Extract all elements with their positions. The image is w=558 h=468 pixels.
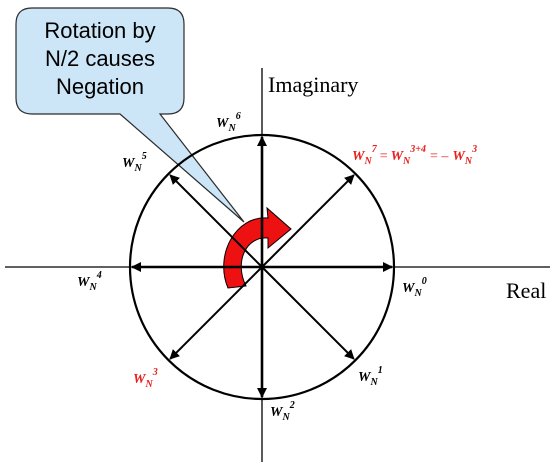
twiddle-vector-3 bbox=[169, 266, 263, 360]
twiddle-vectors bbox=[131, 136, 393, 398]
callout-shape bbox=[15, 7, 245, 223]
twiddle-vector-7 bbox=[261, 174, 355, 268]
twiddle-vector-1 bbox=[261, 266, 355, 360]
twiddle-label-w2: WN2 bbox=[270, 400, 295, 423]
twiddle-label-w3: WN3 bbox=[133, 367, 158, 390]
twiddle-label-w5: WN5 bbox=[122, 151, 147, 174]
twiddle-identity: WN7 = WN3+4 = – WN3 bbox=[352, 144, 477, 167]
real-axis-label: Real bbox=[506, 278, 546, 303]
twiddle-vector-5 bbox=[169, 174, 263, 268]
twiddle-label-w1: WN1 bbox=[358, 365, 383, 388]
unit-circle bbox=[128, 133, 396, 401]
callout-line-1: Rotation by bbox=[44, 18, 155, 43]
callout-line-3: Negation bbox=[56, 74, 144, 99]
callout-bubble: Rotation by N/2 causes Negation bbox=[15, 7, 245, 223]
twiddle-label-w0: WN0 bbox=[402, 276, 427, 299]
callout-line-2: N/2 causes bbox=[45, 46, 155, 71]
twiddle-label-w4: WN4 bbox=[77, 270, 102, 293]
imaginary-axis-label: Imaginary bbox=[268, 72, 358, 97]
twiddle-label-w6: WN6 bbox=[216, 111, 241, 134]
